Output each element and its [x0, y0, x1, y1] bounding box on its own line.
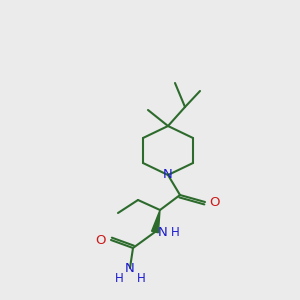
Text: O: O — [210, 196, 220, 208]
Text: H: H — [171, 226, 179, 238]
Text: N: N — [163, 169, 173, 182]
Polygon shape — [152, 210, 160, 233]
Text: N: N — [125, 262, 135, 275]
Text: H: H — [136, 272, 146, 284]
Text: N: N — [158, 226, 168, 238]
Text: H: H — [115, 272, 123, 284]
Text: O: O — [96, 233, 106, 247]
